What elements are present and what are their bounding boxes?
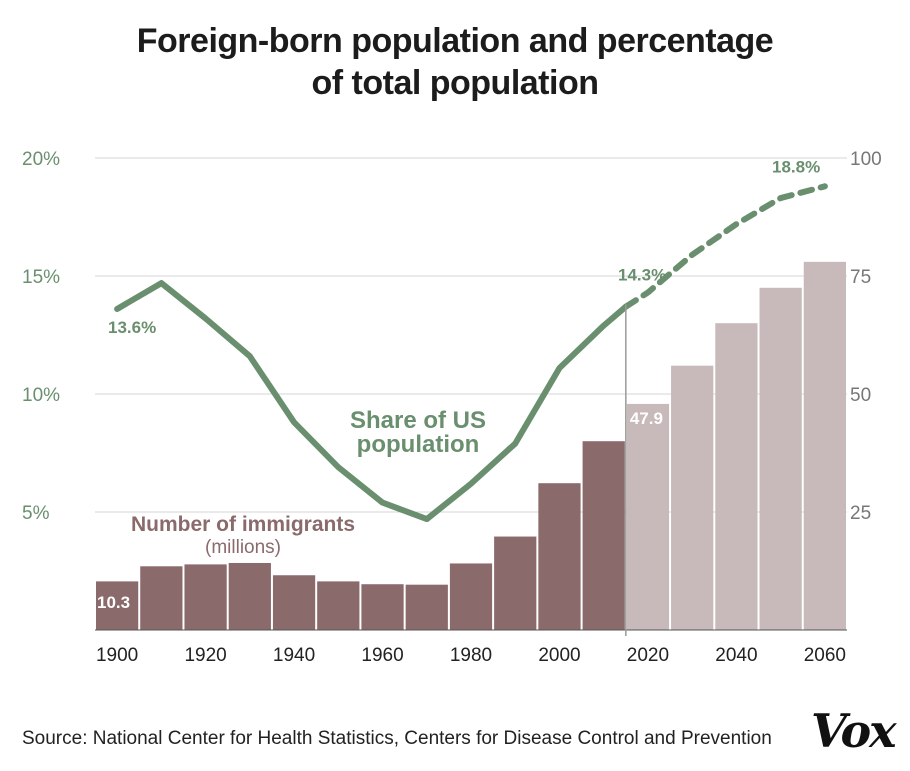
chart-title-line-2: of total population (311, 64, 600, 102)
x-tick-label: 1920 (184, 645, 226, 666)
left-axis-label: 15% (22, 267, 60, 288)
x-tick-label: 2040 (715, 645, 757, 666)
right-axis-label: 50 (850, 385, 871, 406)
bar-1940 (272, 575, 316, 630)
line-series-label: Share of US (350, 407, 486, 434)
bar-1980 (449, 563, 493, 630)
bar-1950 (317, 581, 360, 630)
right-axis-label: 100 (850, 149, 882, 170)
right-axis-label: 25 (850, 503, 871, 524)
bar-1920 (184, 564, 227, 630)
chart-title: Foreign-born population and percentage o… (0, 20, 910, 104)
x-tick-label: 1900 (96, 645, 138, 666)
left-axis-label: 5% (22, 503, 50, 524)
x-tick-label: 1980 (450, 645, 492, 666)
right-axis-label: 75 (850, 267, 871, 288)
bar-1910 (140, 566, 183, 630)
left-axis-label: 10% (22, 385, 60, 406)
bar-1990 (494, 536, 537, 630)
data-label-2020-share: 14.3% (618, 266, 666, 285)
data-label-2020-count: 47.9 (630, 409, 663, 428)
immigrant-bars (96, 261, 846, 630)
bar-1930 (228, 562, 271, 630)
chart-title-line-1: Foreign-born population and percentage (136, 22, 774, 60)
left-axis-label: 20% (22, 149, 60, 170)
data-label-2060-share: 18.8% (772, 157, 820, 176)
data-label-1900-share: 13.6% (108, 318, 156, 337)
data-label-1900-count: 10.3 (97, 593, 130, 612)
line-series-label-2: population (357, 431, 480, 458)
bar-2010 (582, 441, 625, 630)
bar-2050 (759, 287, 802, 630)
share-line (114, 183, 828, 523)
bar-1960 (361, 584, 404, 630)
bar-2040 (715, 323, 758, 630)
bar-1970 (405, 584, 448, 630)
share-line-projected (622, 183, 828, 310)
axes: 5% 10% 15% 20% 25 50 75 100 1900 1920 1940 1960 1980… (22, 149, 882, 666)
x-tick-label: 1960 (361, 645, 403, 666)
bar-series-label: Number of immigrants (131, 513, 355, 536)
chart-labels: 13.6% 14.3% 18.8% 10.3 47.9 Share of USpopula… (97, 157, 820, 612)
vox-logo: Vox (811, 704, 897, 758)
x-tick-label: 2020 (627, 645, 669, 666)
source-note: Source: National Center for Health Stati… (22, 728, 772, 749)
bar-1900 (96, 581, 139, 630)
bar-2000 (538, 483, 581, 630)
share-line-actual (114, 280, 629, 523)
x-tick-label: 2060 (804, 645, 846, 666)
bar-2030 (671, 365, 714, 630)
x-tick-label: 2000 (538, 645, 580, 666)
bar-2060 (803, 261, 846, 630)
x-tick-label: 1940 (273, 645, 315, 666)
bar-series-label-2: (millions) (205, 537, 281, 558)
bar-2020 (626, 403, 670, 630)
